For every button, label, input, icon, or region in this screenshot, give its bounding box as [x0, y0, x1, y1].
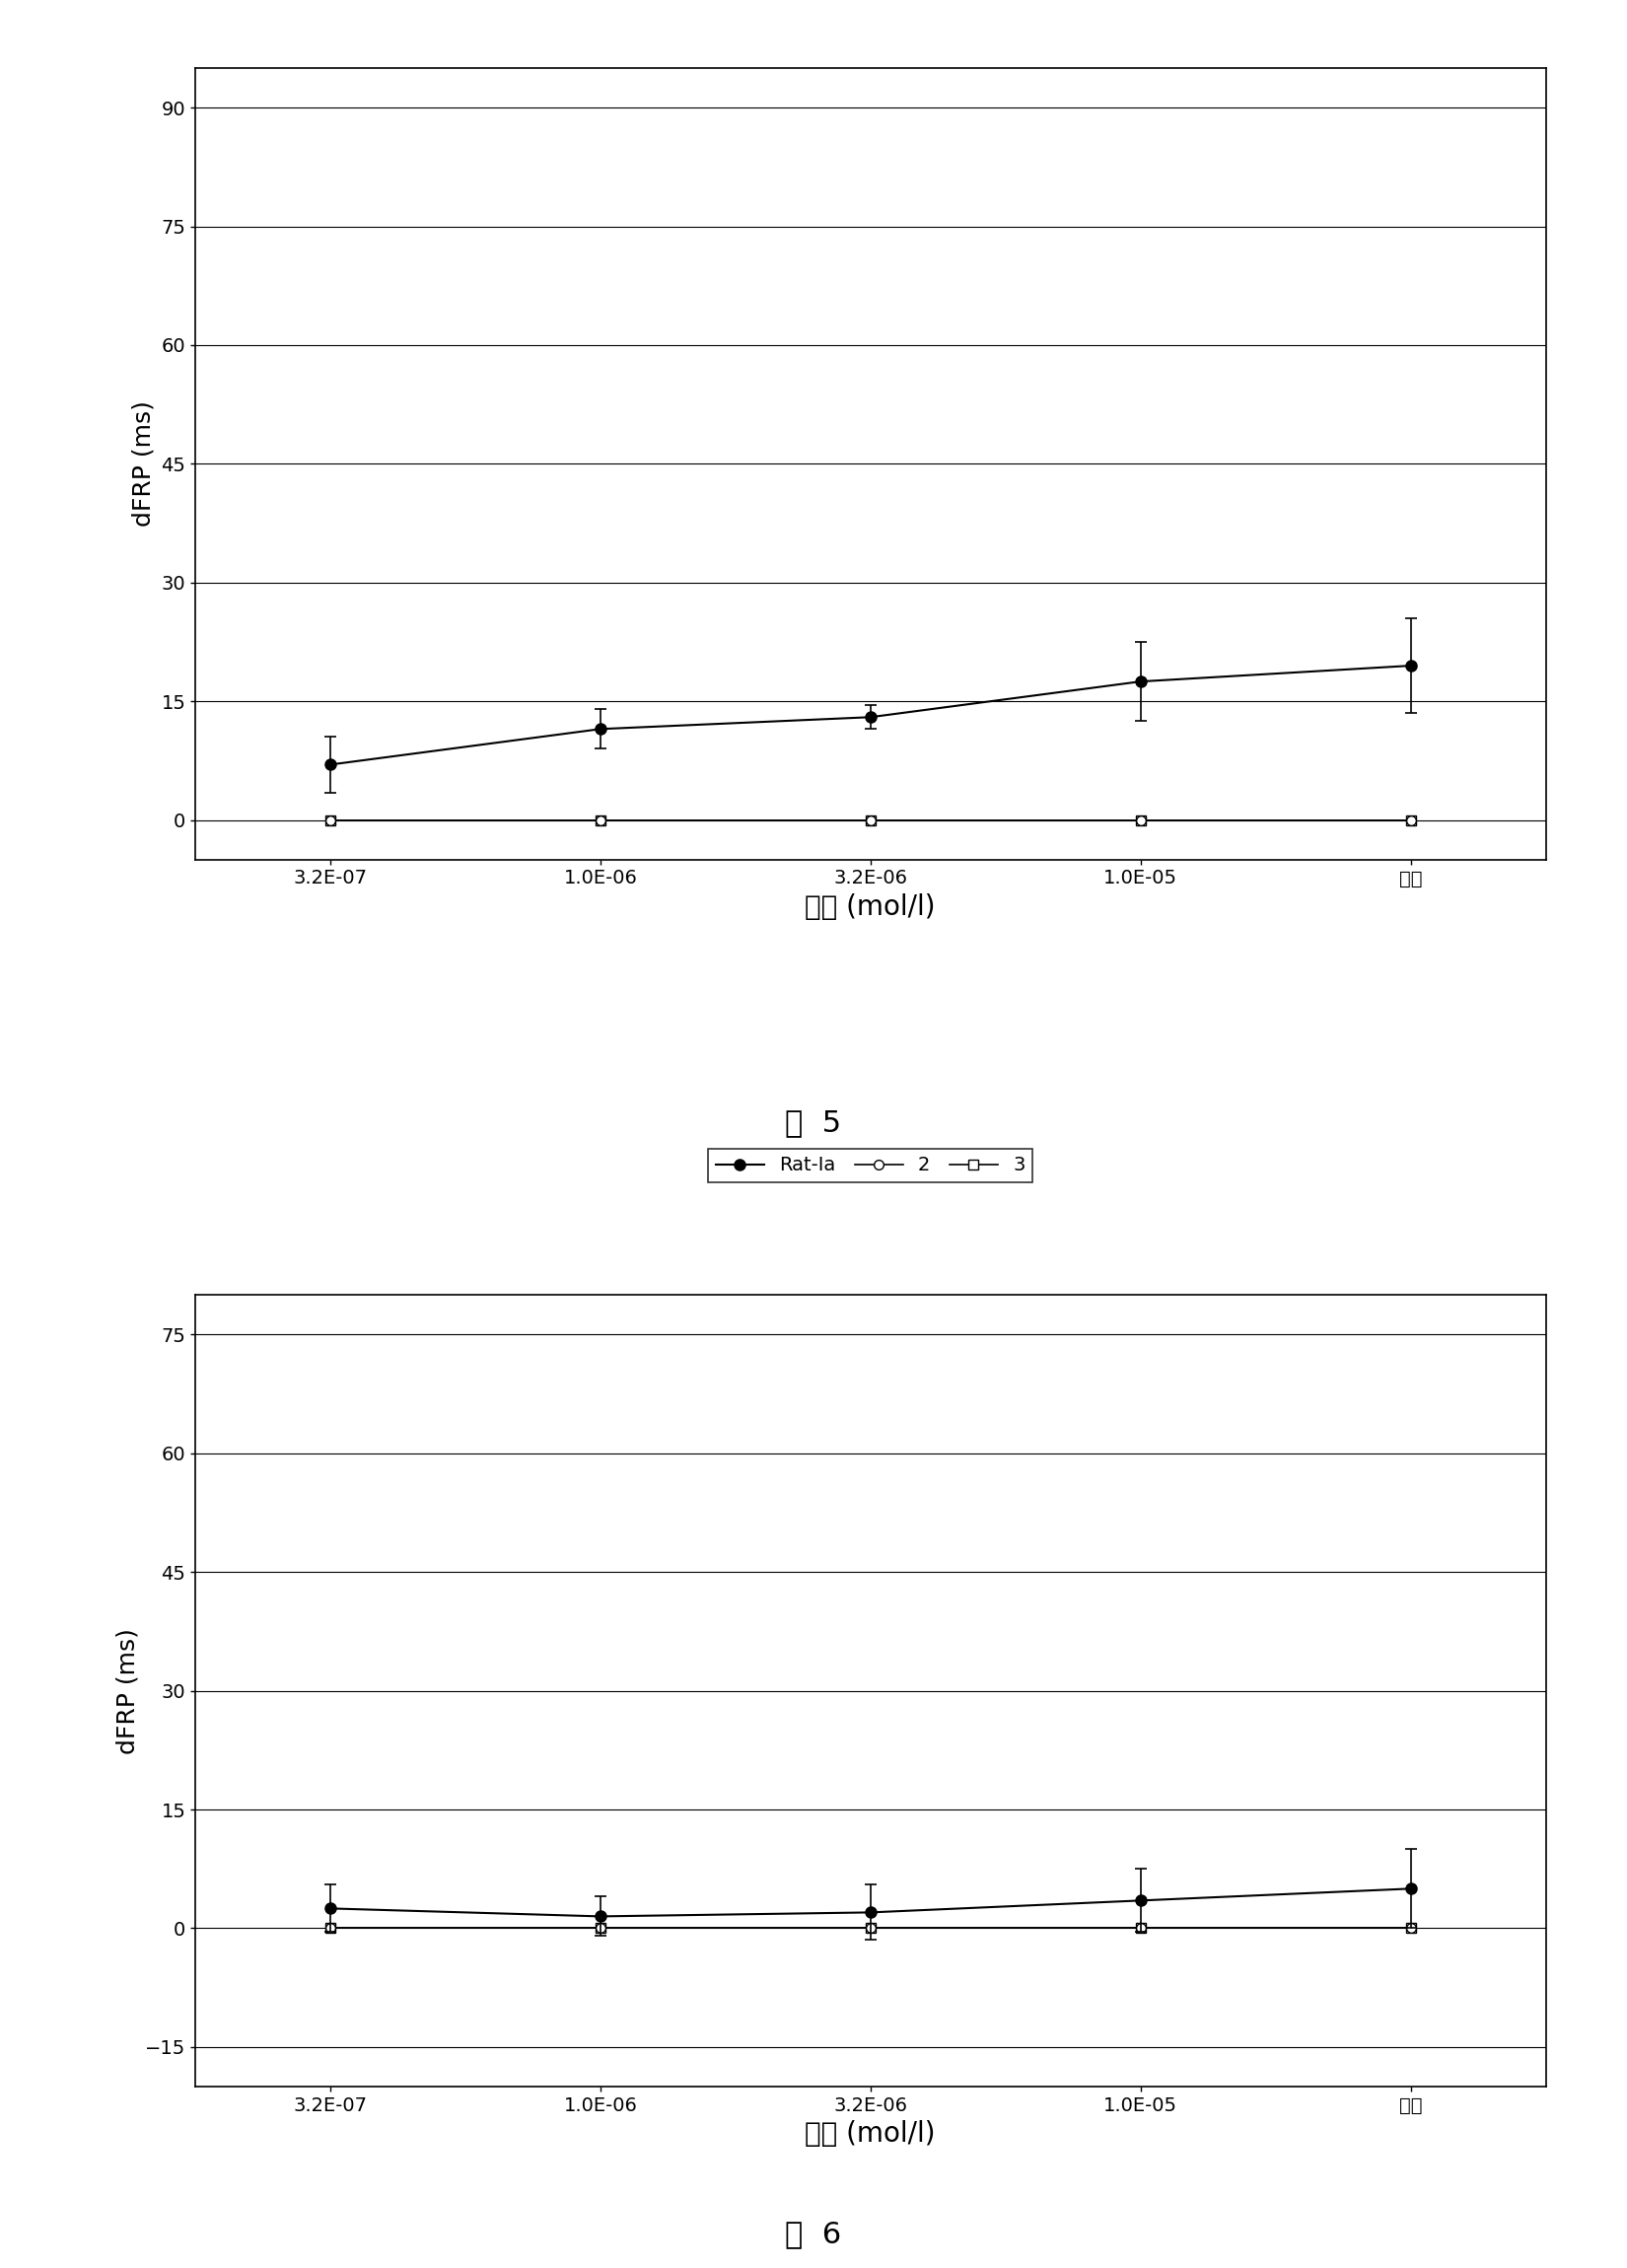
Line: 2: 2: [325, 1923, 1415, 1932]
Line: 2: 2: [325, 814, 1415, 826]
2: [321, 1914, 340, 1941]
3: [1401, 807, 1420, 835]
2: [1401, 1914, 1420, 1941]
3: [321, 1914, 340, 1941]
Y-axis label: dFRP (ms): dFRP (ms): [132, 401, 156, 526]
3: [321, 807, 340, 835]
Text: 图  6: 图 6: [786, 2220, 841, 2248]
Line: 3: 3: [325, 814, 1415, 826]
Text: 图  5: 图 5: [786, 1109, 841, 1136]
3: [591, 807, 610, 835]
2: [321, 807, 340, 835]
3: [1131, 807, 1150, 835]
3: [1131, 1914, 1150, 1941]
2: [1401, 807, 1420, 835]
X-axis label: 浓度 (mol/l): 浓度 (mol/l): [805, 2121, 936, 2148]
2: [1131, 1914, 1150, 1941]
2: [861, 1914, 880, 1941]
Line: 3: 3: [325, 1923, 1415, 1932]
X-axis label: 浓度 (mol/l): 浓度 (mol/l): [805, 894, 936, 921]
2: [1131, 807, 1150, 835]
Y-axis label: dFRP (ms): dFRP (ms): [116, 1628, 140, 1753]
2: [591, 807, 610, 835]
3: [1401, 1914, 1420, 1941]
Legend: Rat-Ia, 2, 3: Rat-Ia, 2, 3: [708, 1148, 1033, 1182]
3: [861, 807, 880, 835]
2: [861, 807, 880, 835]
2: [591, 1914, 610, 1941]
3: [591, 1914, 610, 1941]
3: [861, 1914, 880, 1941]
